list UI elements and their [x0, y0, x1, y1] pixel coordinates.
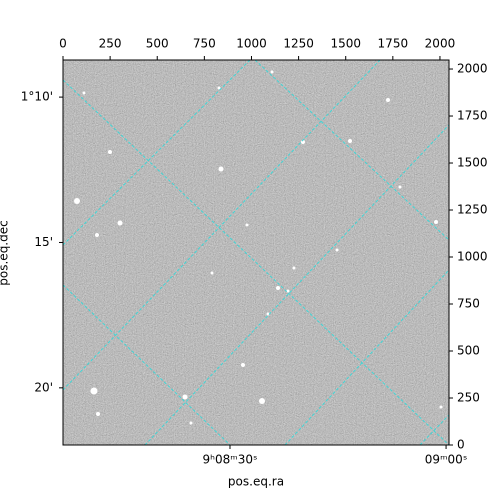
top-tick-label: 1250 — [283, 37, 314, 51]
top-tick-label: 1750 — [378, 37, 409, 51]
right-tick-label: 1750 — [457, 109, 488, 123]
right-tick-label: 0 — [457, 438, 465, 452]
top-tick-label: 0 — [59, 37, 67, 51]
top-tick-label: 1500 — [330, 37, 361, 51]
top-tick-label: 1000 — [236, 37, 267, 51]
bottom-tick-label: 09ᵐ00ˢ — [425, 453, 468, 467]
left-tick-label: 15' — [34, 235, 53, 249]
y-axis-label: pos.eq.dec — [0, 220, 11, 285]
right-tick-label: 500 — [457, 344, 480, 358]
axes-frame — [62, 59, 450, 446]
top-tick-label: 2000 — [425, 37, 456, 51]
x-axis-label: pos.eq.ra — [228, 475, 284, 489]
stars — [74, 70, 443, 425]
image-noise — [63, 60, 449, 445]
top-tick-label: 250 — [99, 37, 122, 51]
right-tick-label: 1000 — [457, 250, 488, 264]
top-tick-label: 500 — [146, 37, 169, 51]
top-tick-label: 750 — [193, 37, 216, 51]
right-tick-label: 2000 — [457, 62, 488, 76]
right-tick-label: 1500 — [457, 156, 488, 170]
bottom-tick-label: 9ʰ08ᵐ30ˢ — [202, 453, 257, 467]
coordinate-grid — [63, 60, 449, 445]
right-tick-label: 750 — [457, 297, 480, 311]
left-tick-label: 20' — [34, 380, 53, 394]
right-tick-label: 1250 — [457, 203, 488, 217]
right-tick-label: 250 — [457, 391, 480, 405]
left-tick-label: 1°10' — [21, 90, 53, 104]
